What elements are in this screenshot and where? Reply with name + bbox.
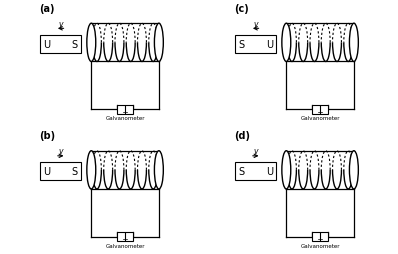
Text: U: U	[43, 39, 51, 50]
Ellipse shape	[87, 151, 96, 189]
Text: v: v	[59, 147, 63, 155]
Text: v: v	[254, 20, 258, 28]
Text: S: S	[238, 166, 245, 177]
Ellipse shape	[154, 24, 163, 62]
Text: Galvanometer: Galvanometer	[300, 116, 340, 121]
Ellipse shape	[349, 24, 358, 62]
Ellipse shape	[87, 24, 96, 62]
Text: (b): (b)	[39, 131, 55, 141]
Text: S: S	[238, 39, 245, 50]
Text: U: U	[43, 166, 51, 177]
Text: v: v	[254, 147, 258, 155]
Text: S: S	[72, 39, 78, 50]
Text: S: S	[72, 166, 78, 177]
Bar	[117, 105, 133, 114]
Bar	[40, 36, 81, 53]
Ellipse shape	[282, 151, 291, 189]
Text: U: U	[266, 166, 273, 177]
Ellipse shape	[282, 24, 291, 62]
Text: (d): (d)	[234, 131, 250, 141]
Bar	[235, 36, 276, 53]
Ellipse shape	[349, 151, 358, 189]
Ellipse shape	[154, 151, 163, 189]
Bar	[235, 163, 276, 180]
Bar	[40, 163, 81, 180]
Text: (c): (c)	[234, 4, 249, 14]
Text: U: U	[266, 39, 273, 50]
Bar	[312, 105, 328, 114]
Bar	[117, 232, 133, 241]
Text: Galvanometer: Galvanometer	[300, 243, 340, 248]
Text: v: v	[59, 20, 63, 28]
Text: Galvanometer: Galvanometer	[105, 243, 145, 248]
Bar	[312, 232, 328, 241]
Text: Galvanometer: Galvanometer	[105, 116, 145, 121]
Text: (a): (a)	[39, 4, 55, 14]
